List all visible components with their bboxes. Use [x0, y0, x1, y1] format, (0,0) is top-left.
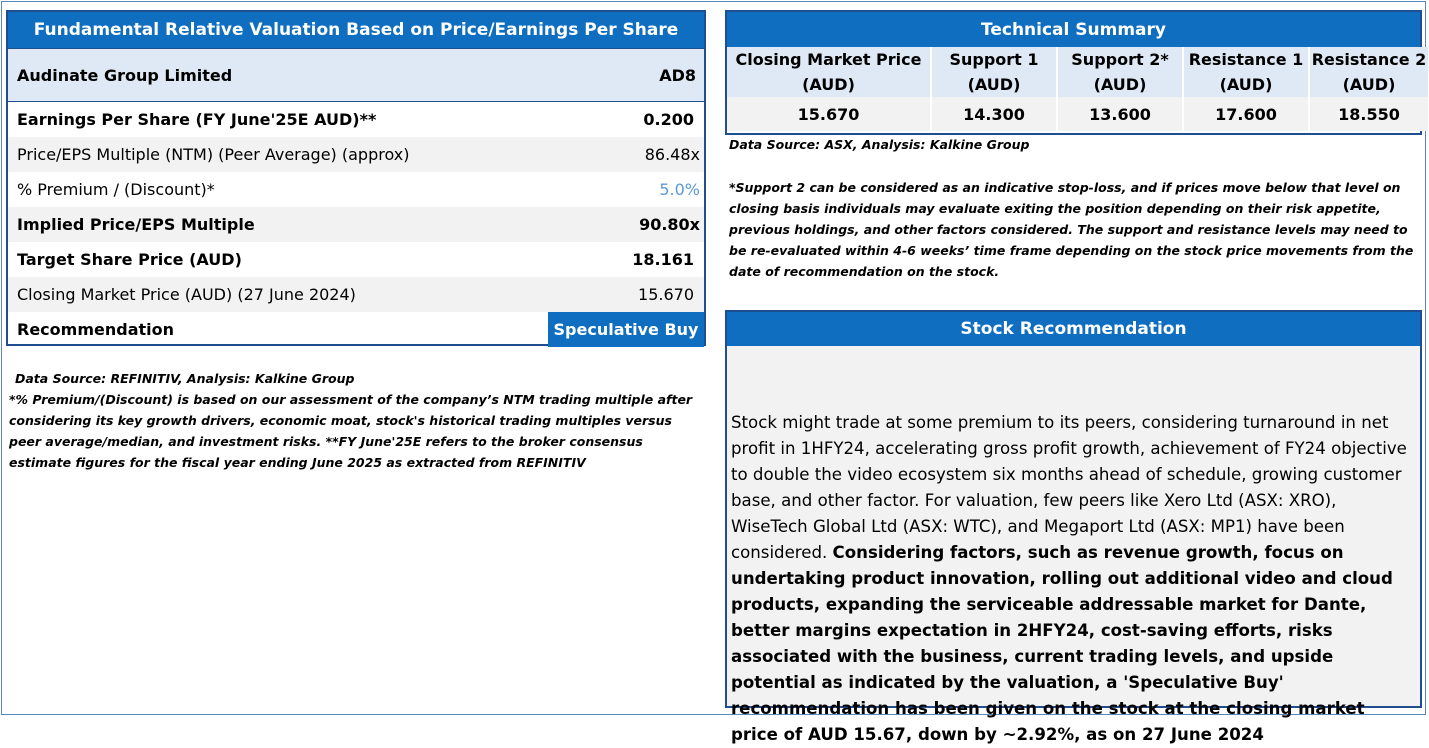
- column-header: Closing Market Price (AUD): [727, 47, 930, 97]
- row-label: % Premium / (Discount)*: [17, 180, 215, 199]
- valuation-table: Fundamental Relative Valuation Based on …: [6, 10, 706, 347]
- recommendation-row: Recommendation Speculative Buy: [8, 312, 704, 347]
- technical-grid: Closing Market Price (AUD) Support 1 (AU…: [727, 47, 1428, 131]
- company-row: Audinate Group Limited AD8: [8, 48, 704, 102]
- cell-value: 17.600: [1184, 97, 1308, 131]
- page-frame: [1, 1, 1426, 715]
- row-label: Closing Market Price (AUD) (27 June 2024…: [17, 285, 356, 304]
- cell-value: 18.550: [1310, 97, 1428, 131]
- valuation-notes: Data Source: REFINITIV, Analysis: Kalkin…: [9, 368, 699, 473]
- row-value: 15.670: [638, 285, 694, 304]
- technical-footnote: *Support 2 can be considered as an indic…: [729, 180, 1414, 279]
- ticker: AD8: [659, 65, 696, 85]
- recommendation-label: Recommendation: [17, 320, 174, 339]
- valuation-title: Fundamental Relative Valuation Based on …: [8, 12, 704, 48]
- valuation-row: Price/EPS Multiple (NTM) (Peer Average) …: [8, 137, 704, 172]
- row-value: 0.200: [643, 110, 694, 129]
- valuation-row: % Premium / (Discount)* 5.0%: [8, 172, 704, 207]
- technical-title: Technical Summary: [727, 12, 1420, 47]
- valuation-row: Target Share Price (AUD) 18.161: [8, 242, 704, 277]
- column-header: Resistance 1 (AUD): [1184, 47, 1308, 97]
- cell-value: 14.300: [932, 97, 1056, 131]
- column-header: Support 2* (AUD): [1058, 47, 1182, 97]
- row-label: Earnings Per Share (FY June'25E AUD)**: [17, 110, 377, 129]
- company-name: Audinate Group Limited: [17, 65, 233, 85]
- row-value: 86.48x: [644, 145, 700, 164]
- valuation-row: Earnings Per Share (FY June'25E AUD)** 0…: [8, 102, 704, 137]
- row-value: 90.80x: [639, 215, 700, 234]
- stock-recommendation-title: Stock Recommendation: [727, 312, 1420, 346]
- row-label: Implied Price/EPS Multiple: [17, 215, 255, 234]
- row-value: 5.0%: [659, 180, 700, 199]
- recommendation-text-bold: Considering factors, such as revenue gro…: [731, 543, 1393, 744]
- column-header: Support 1 (AUD): [932, 47, 1056, 97]
- row-label: Price/EPS Multiple (NTM) (Peer Average) …: [17, 145, 410, 164]
- valuation-row: Closing Market Price (AUD) (27 June 2024…: [8, 277, 704, 312]
- technical-summary-table: Technical Summary Closing Market Price (…: [725, 10, 1428, 135]
- technical-source: Data Source: ASX, Analysis: Kalkine Grou…: [729, 137, 1030, 152]
- recommendation-text-regular: Stock might trade at some premium to its…: [731, 413, 1407, 562]
- valuation-footnote: *% Premium/(Discount) is based on our as…: [9, 392, 693, 470]
- recommendation-value: Speculative Buy: [548, 312, 704, 347]
- row-value: 18.161: [632, 250, 694, 269]
- row-label: Target Share Price (AUD): [17, 250, 242, 269]
- valuation-source: Data Source: REFINITIV, Analysis: Kalkin…: [15, 371, 355, 386]
- cell-value: 13.600: [1058, 97, 1182, 131]
- stock-recommendation-box: Stock Recommendation Stock might trade a…: [725, 310, 1422, 744]
- valuation-row: Implied Price/EPS Multiple 90.80x: [8, 207, 704, 242]
- column-header: Resistance 2 (AUD): [1310, 47, 1428, 97]
- recommendation-paragraph: Stock might trade at some premium to its…: [727, 346, 1420, 748]
- cell-value: 15.670: [727, 97, 930, 131]
